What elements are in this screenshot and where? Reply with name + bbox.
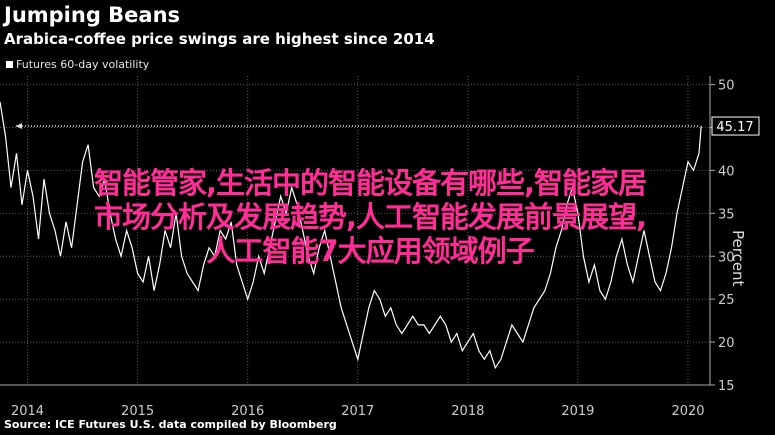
- y-axis-label: Percent: [729, 230, 747, 287]
- last-value-label: 45.17: [716, 120, 753, 135]
- x-tick-label: 2020: [671, 404, 704, 419]
- legend-swatch: [6, 61, 13, 68]
- y-tick-label: 25: [718, 293, 735, 308]
- chart-subtitle: Arabica-coffee price swings are highest …: [4, 30, 435, 48]
- x-tick-label: 2015: [121, 404, 154, 419]
- source-note: Source: ICE Futures U.S. data compiled b…: [4, 418, 337, 431]
- last-value-box: [711, 116, 760, 136]
- x-tick-label: 2014: [11, 404, 44, 419]
- y-tick-label: 35: [718, 207, 735, 222]
- x-tick-label: 2019: [561, 404, 594, 419]
- volatility-series-line: [0, 101, 702, 370]
- x-tick-label: 2018: [451, 404, 484, 419]
- y-tick-label: 30: [718, 250, 735, 265]
- y-tick-label: 40: [718, 164, 735, 179]
- x-tick-label: 2016: [231, 404, 264, 419]
- chart-title: Jumping Beans: [4, 3, 181, 27]
- y-tick-label: 20: [718, 336, 735, 351]
- legend: Futures 60-day volatility: [6, 58, 149, 71]
- x-tick-label: 2017: [341, 404, 374, 419]
- y-tick-label: 15: [718, 379, 735, 394]
- legend-label: Futures 60-day volatility: [16, 58, 150, 71]
- reference-arrow: [16, 123, 22, 130]
- y-tick-label: 50: [718, 79, 735, 94]
